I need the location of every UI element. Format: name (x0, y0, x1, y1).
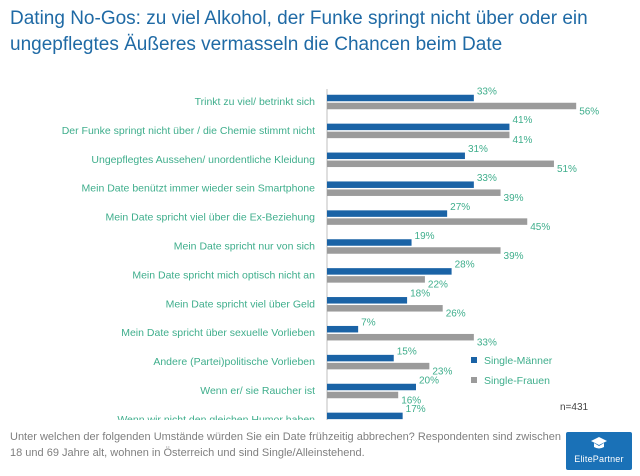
data-label: 16% (401, 395, 421, 406)
data-label: 41% (512, 135, 532, 146)
category-label: Mein Date spricht viel über die Ex-Bezie… (105, 212, 315, 224)
bar-single-maenner (327, 94, 474, 102)
bar-single-maenner (327, 297, 408, 304)
category-label: Mein Date spricht viel über Geld (166, 298, 316, 310)
bar-single-frauen (327, 160, 554, 168)
bar-single-frauen (327, 189, 501, 196)
data-label: 33% (477, 86, 497, 97)
survey-footnote: Unter welchen der folgenden Umstände wür… (10, 431, 561, 459)
legend-swatch-frauen (471, 377, 477, 383)
bar-single-maenner (327, 268, 452, 275)
bar-single-frauen (327, 102, 577, 110)
data-label: 41% (512, 115, 532, 126)
category-label: Andere (Partei)politische Vorlieben (153, 356, 315, 368)
chart-title-line-2: ungepflegtes Äußeres vermasseln die Chan… (10, 34, 503, 55)
bar-single-frauen (327, 276, 425, 283)
category-label: Mein Date benützt immer wieder sein Smar… (82, 183, 316, 195)
bar-single-maenner (327, 123, 510, 131)
data-label: 26% (446, 309, 466, 320)
bar-single-maenner (327, 239, 412, 246)
category-label: Mein Date spricht nur von sich (174, 241, 315, 253)
bar-single-maenner (327, 152, 465, 160)
data-label: 45% (530, 222, 550, 233)
category-label: Wenn wir nicht den gleichen Humor haben (117, 414, 315, 420)
data-label: 33% (477, 173, 497, 184)
category-label: Der Funke springt nicht über / die Chemi… (62, 125, 315, 137)
legend-label-frauen: Single-Frauen (484, 375, 550, 387)
bar-single-frauen (327, 391, 399, 399)
data-label: 19% (415, 231, 435, 242)
data-label: 20% (419, 375, 439, 386)
category-label: Trinkt zu viel/ betrinkt sich (195, 96, 316, 108)
chart-title-line-1: Dating No-Gos: zu viel Alkohol, der Funk… (10, 8, 588, 29)
bar-single-frauen (327, 362, 430, 370)
category-label: Wenn er/ sie Raucher ist (200, 385, 315, 397)
bar-single-frauen (327, 218, 528, 225)
chart-title: Dating No-Gos: zu viel Alkohol, der Funk… (10, 6, 620, 58)
data-label: 27% (450, 202, 470, 213)
elitepartner-logo: ElitePartner (566, 432, 632, 470)
data-label: 23% (432, 366, 452, 377)
sample-size-label: n=431 (560, 402, 589, 413)
data-label: 31% (468, 144, 488, 155)
data-label: 22% (428, 280, 448, 291)
bar-single-maenner (327, 354, 394, 362)
bar-single-frauen (327, 131, 510, 139)
data-label: 56% (579, 106, 599, 117)
bar-single-maenner (327, 181, 474, 188)
data-label: 51% (557, 164, 577, 175)
category-label: Mein Date spricht über sexuelle Vorliebe… (121, 327, 315, 339)
bar-single-maenner (327, 383, 416, 391)
data-label: 7% (361, 317, 376, 328)
graduation-cap-icon (591, 437, 607, 449)
legend-swatch-maenner (471, 357, 477, 363)
bar-single-maenner (327, 325, 359, 333)
data-label: 39% (504, 251, 524, 262)
data-label: 18% (410, 289, 430, 300)
bar-single-frauen (327, 305, 443, 312)
bar-single-maenner (327, 412, 403, 420)
legend-label-maenner: Single-Männer (484, 355, 553, 367)
bar-single-frauen (327, 333, 474, 341)
data-label: 17% (406, 404, 426, 415)
bar-single-maenner (327, 210, 448, 217)
category-label: Ungepflegtes Aussehen/ unordentliche Kle… (91, 154, 315, 166)
bar-single-frauen (327, 247, 501, 254)
data-label: 39% (504, 193, 524, 204)
brand-name: ElitePartner (574, 454, 624, 464)
category-label: Mein Date spricht mich optisch nicht an (132, 269, 315, 281)
data-label: 28% (455, 260, 475, 271)
data-label: 15% (397, 346, 417, 357)
data-label: 33% (477, 337, 497, 348)
bar-chart: Trinkt zu viel/ betrinkt sich 33% 56% Der F… (62, 86, 599, 420)
